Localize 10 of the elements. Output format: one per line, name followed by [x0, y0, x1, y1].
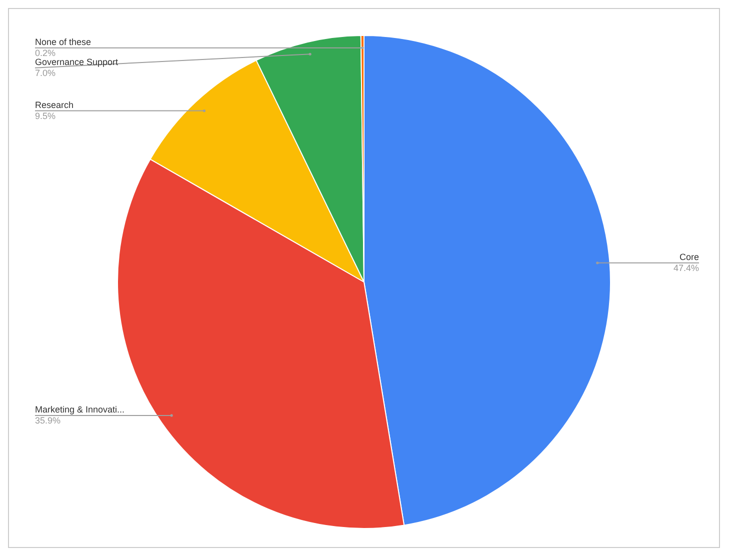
data-label: 47.4% [673, 262, 699, 273]
slice-label: None of these [35, 36, 92, 47]
data-label: 35.9% [35, 415, 61, 426]
data-label: 9.5% [35, 110, 56, 121]
data-label: 0.2% [35, 48, 56, 58]
slice-label: Research [35, 100, 74, 110]
slice-label: Core [679, 252, 699, 262]
slice-label: Governance Support [35, 56, 119, 67]
slice-label: Marketing & Innovati... [35, 404, 125, 414]
data-label: 7.0% [35, 68, 56, 78]
